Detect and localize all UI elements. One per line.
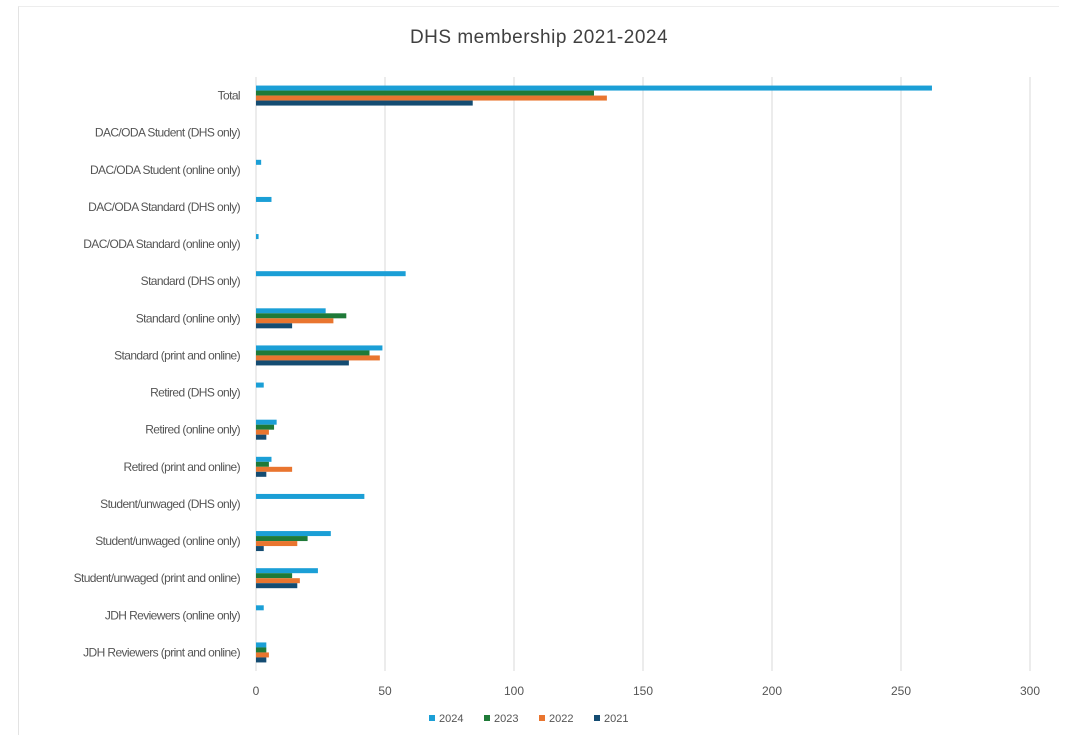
bar-2024 (256, 159, 262, 165)
x-tick-label-200: 200 (762, 684, 782, 698)
chart-area: DHS membership 2021-2024 Total DAC/ODA St… (18, 6, 1059, 735)
legend: 2024 2023 2022 2021 (429, 713, 628, 725)
bar-2022 (256, 466, 293, 472)
bar-2021 (256, 583, 298, 589)
bar-2021 (256, 100, 473, 106)
bar-2022 (256, 578, 300, 584)
legend-label: 2023 (494, 713, 518, 725)
bar-2022 (256, 541, 298, 547)
bars (256, 85, 932, 663)
legend-swatch (594, 715, 600, 721)
bar-chart: DHS membership 2021-2024 Total DAC/ODA St… (74, 27, 1041, 725)
legend-swatch (429, 715, 435, 721)
bar-2024 (256, 345, 383, 351)
legend-label: 2021 (604, 713, 628, 725)
category-label: Retired (DHS only) (150, 386, 240, 400)
x-tick-label-100: 100 (504, 684, 524, 698)
gridlines (255, 77, 1031, 671)
bar-2022 (256, 652, 269, 658)
bar-2021 (256, 546, 264, 552)
category-label: Total (218, 89, 240, 103)
category-label: Retired (print and online) (124, 460, 241, 474)
category-label: Student/unwaged (online only) (95, 534, 240, 548)
bar-2023 (256, 313, 347, 319)
chart-title: DHS membership 2021-2024 (410, 27, 668, 48)
bar-2024 (256, 308, 326, 314)
category-label: Student/unwaged (DHS only) (100, 497, 240, 511)
bar-2024 (256, 196, 272, 202)
bar-2024 (256, 271, 406, 277)
category-label: Standard (online only) (136, 311, 241, 325)
bar-2023 (256, 350, 370, 356)
category-label: Standard (print and online) (114, 348, 240, 362)
category-label: DAC/ODA Standard (online only) (83, 237, 240, 251)
category-label: DAC/ODA Student (online only) (90, 163, 241, 177)
legend-item-2022: 2022 (539, 713, 573, 725)
x-tick-label-250: 250 (891, 684, 911, 698)
category-label: Retired (online only) (145, 423, 240, 437)
bar-2024 (256, 531, 331, 537)
bar-2024 (256, 493, 365, 499)
bar-2022 (256, 318, 334, 324)
legend-label: 2024 (439, 713, 463, 725)
category-label: DAC/ODA Student (DHS only) (95, 126, 241, 140)
x-tick-label-150: 150 (633, 684, 653, 698)
x-tick-label-300: 300 (1020, 684, 1040, 698)
legend-item-2024: 2024 (429, 713, 463, 725)
category-label: Standard (DHS only) (141, 274, 241, 288)
category-label: JDH Reviewers (online only) (105, 608, 241, 622)
bar-2021 (256, 323, 293, 329)
bar-2022 (256, 95, 607, 101)
bar-2024 (256, 642, 267, 648)
bar-2024 (256, 85, 932, 91)
legend-swatch (484, 715, 490, 721)
bar-2023 (256, 647, 267, 653)
bar-2023 (256, 536, 308, 542)
category-label: DAC/ODA Standard (DHS only) (88, 200, 240, 214)
legend-item-2023: 2023 (484, 713, 518, 725)
bar-2023 (256, 573, 293, 579)
bar-2023 (256, 90, 594, 96)
bar-2024 (256, 568, 318, 574)
bar-2021 (256, 657, 267, 663)
bar-2024 (256, 234, 259, 240)
bar-2022 (256, 355, 380, 361)
category-label: Student/unwaged (print and online) (74, 571, 241, 585)
category-label: JDH Reviewers (print and online) (83, 645, 240, 659)
bar-2023 (256, 461, 269, 467)
bar-2023 (256, 424, 275, 430)
bar-2021 (256, 360, 349, 366)
x-axis-ticks: 0 50 100 150 200 250 300 (253, 684, 1041, 698)
legend-item-2021: 2021 (594, 713, 628, 725)
bar-2024 (256, 419, 277, 425)
category-labels: Total DAC/ODA Student (DHS only) DAC/ODA S… (74, 89, 242, 660)
legend-swatch (539, 715, 545, 721)
x-tick-label-50: 50 (378, 684, 392, 698)
bar-2021 (256, 434, 267, 440)
bar-2021 (256, 471, 267, 477)
bar-2024 (256, 456, 272, 462)
bar-2024 (256, 382, 264, 388)
bar-2022 (256, 429, 269, 435)
bar-2024 (256, 605, 264, 611)
x-tick-label-0: 0 (253, 684, 260, 698)
legend-label: 2022 (549, 713, 573, 725)
